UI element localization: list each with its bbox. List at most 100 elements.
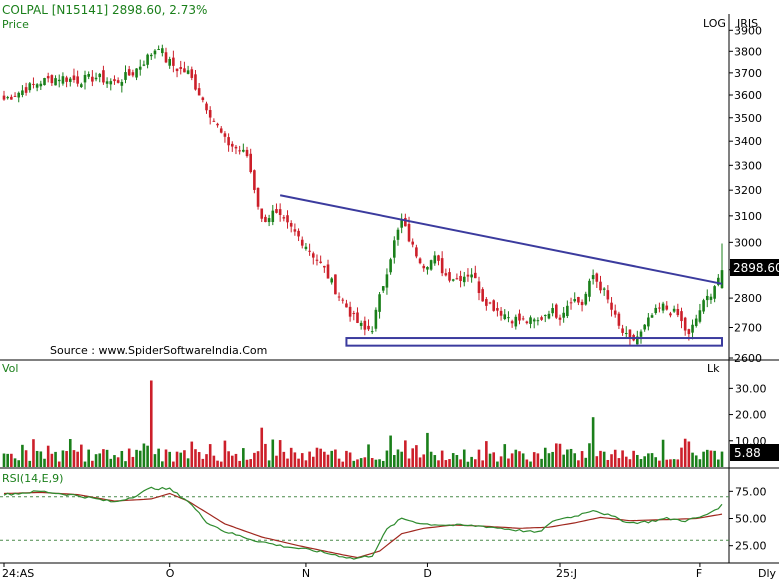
candle-body: [138, 66, 142, 70]
price-tick-label: 3800: [734, 45, 762, 58]
volume-bar: [566, 449, 569, 467]
volume-bar: [451, 453, 455, 467]
candle-body: [245, 149, 249, 157]
candle-body: [676, 309, 680, 316]
candle-body: [367, 325, 370, 330]
volume-bar: [172, 461, 175, 467]
volume-bar: [197, 452, 201, 467]
time-tick-label: 24:AS: [2, 567, 34, 580]
candle-body: [208, 110, 212, 118]
candle-body: [172, 57, 175, 66]
candle-body: [356, 312, 359, 323]
volume-bar: [665, 459, 669, 467]
resistance-trendline: [279, 194, 723, 285]
volume-bar: [558, 443, 562, 467]
price-tick-label: 2600: [734, 352, 762, 365]
candle-body: [639, 331, 643, 337]
rsi-y-axis: 75.00 50.00 25.00: [0, 485, 767, 553]
candle-body: [503, 314, 507, 320]
volume-bar: [116, 457, 120, 467]
candle-body: [669, 313, 672, 316]
volume-bar: [94, 454, 98, 467]
candle-body: [282, 217, 286, 219]
candle-body: [127, 69, 131, 76]
volume-bar: [606, 459, 610, 467]
candle-body: [286, 215, 289, 223]
volume-bar: [411, 448, 415, 467]
volume-unit-label: Lk: [707, 362, 720, 375]
volume-bar: [356, 459, 359, 467]
candle-body: [6, 97, 9, 99]
candle-body: [238, 150, 241, 152]
volume-bar: [201, 458, 205, 467]
time-tick-label: O: [166, 567, 175, 580]
volume-bar: [374, 459, 378, 467]
volume-bar: [300, 453, 304, 467]
volume-bar: [65, 451, 68, 467]
last-volume-tag-bg: [730, 444, 779, 461]
volume-bar: [462, 449, 466, 467]
volume-bar: [179, 452, 183, 467]
last-volume-tag: 5.88: [734, 446, 761, 460]
candle-body: [65, 77, 68, 82]
candle-body: [411, 241, 415, 245]
volume-bar: [91, 460, 94, 467]
volume-bar: [613, 449, 617, 467]
volume-bar: [404, 440, 407, 467]
candle-body: [606, 290, 610, 300]
volume-bar: [632, 450, 635, 467]
candle-body: [330, 278, 334, 283]
candle-body: [35, 84, 39, 88]
candle-body: [359, 322, 363, 326]
volume-bar: [87, 449, 90, 467]
volume-bar: [569, 448, 573, 467]
volume-bar: [131, 456, 135, 467]
volume-bar: [694, 455, 698, 467]
volume-bar: [359, 458, 363, 467]
candle-body: [76, 76, 79, 84]
volume-bar: [348, 452, 352, 467]
candle-body: [628, 329, 632, 339]
volume-bar: [334, 449, 337, 467]
volume-bar: [433, 455, 437, 467]
candle-body: [407, 223, 411, 242]
volume-bar: [636, 454, 639, 467]
volume-bar: [529, 461, 532, 467]
candle-body: [124, 72, 127, 80]
candle-body: [525, 321, 529, 324]
candle-body: [683, 317, 687, 331]
volume-bar: [227, 451, 230, 467]
candle-body: [68, 78, 72, 82]
candle-body: [543, 315, 547, 317]
price-tick-label: 3100: [734, 210, 762, 223]
volume-bar: [455, 455, 459, 467]
volume-bar: [477, 449, 481, 467]
candle-body: [39, 83, 43, 87]
candle-body: [470, 274, 473, 278]
volume-bar: [507, 458, 510, 467]
volume-bar: [43, 458, 46, 467]
volume-bar: [124, 461, 127, 467]
candle-body: [370, 331, 374, 333]
price-tick-label: 3700: [734, 67, 762, 80]
candle-body: [10, 96, 13, 100]
volume-bar: [466, 461, 470, 467]
volume-bar: [2, 453, 6, 467]
volume-bar: [698, 459, 702, 467]
volume-bar: [142, 443, 146, 467]
candle-body: [584, 293, 588, 305]
volume-bar: [267, 460, 271, 467]
candle-body: [558, 317, 562, 320]
volume-bar: [256, 451, 260, 467]
candle-body: [551, 308, 554, 314]
volume-bar: [525, 459, 529, 467]
volume-bar: [341, 461, 345, 467]
volume-bar: [168, 451, 171, 467]
candle-body: [613, 310, 617, 315]
volume-bar: [370, 458, 374, 467]
volume-bar: [577, 460, 580, 467]
candle-body: [636, 336, 639, 345]
candle-body: [400, 219, 403, 228]
candle-body: [242, 149, 245, 152]
volume-bar: [573, 453, 577, 467]
